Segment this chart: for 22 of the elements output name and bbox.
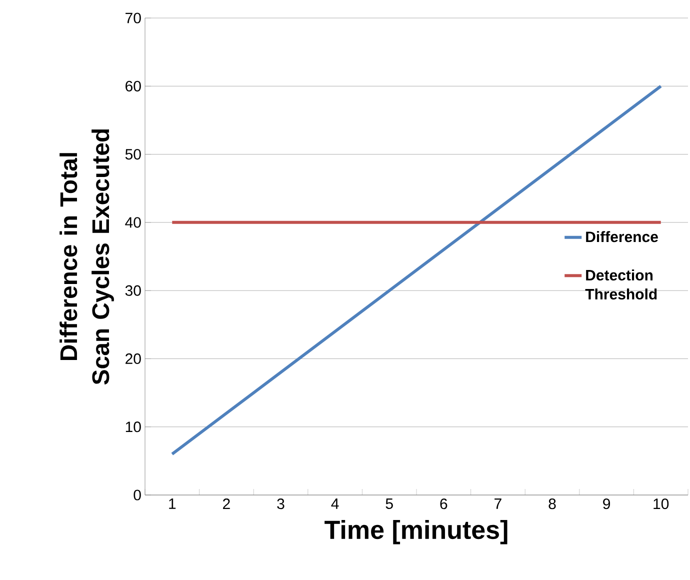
x-tick-label: 1 — [169, 498, 176, 509]
legend-label: Detection Threshold — [585, 269, 657, 300]
legend-label: Difference — [586, 231, 658, 242]
y-tick-label: 70 — [126, 12, 141, 24]
x-tick-label: 8 — [548, 498, 556, 510]
y-tick-label: 40 — [125, 217, 141, 228]
x-tick-label: 3 — [277, 498, 284, 510]
x-tick-label: 6 — [440, 498, 448, 510]
y-tick-label: 10 — [126, 422, 141, 432]
y-tick-label: 0 — [134, 490, 141, 500]
y-tick-label: 30 — [125, 285, 141, 296]
y-tick-label: 60 — [126, 80, 141, 92]
x-tick-label: 5 — [386, 498, 393, 509]
y-tick-label: 50 — [125, 148, 141, 160]
x-tick-label: 4 — [331, 498, 339, 509]
x-tick-label: 2 — [223, 498, 230, 509]
x-tick-label: 9 — [603, 498, 610, 510]
x-axis-title: Time [minutes] — [324, 520, 508, 544]
x-tick-label: 7 — [494, 498, 502, 509]
y-axis-title: Difference in Total Scan Cycles Executed — [60, 129, 114, 385]
x-tick-label: 10 — [654, 498, 669, 510]
y-tick-label: 20 — [126, 353, 141, 364]
